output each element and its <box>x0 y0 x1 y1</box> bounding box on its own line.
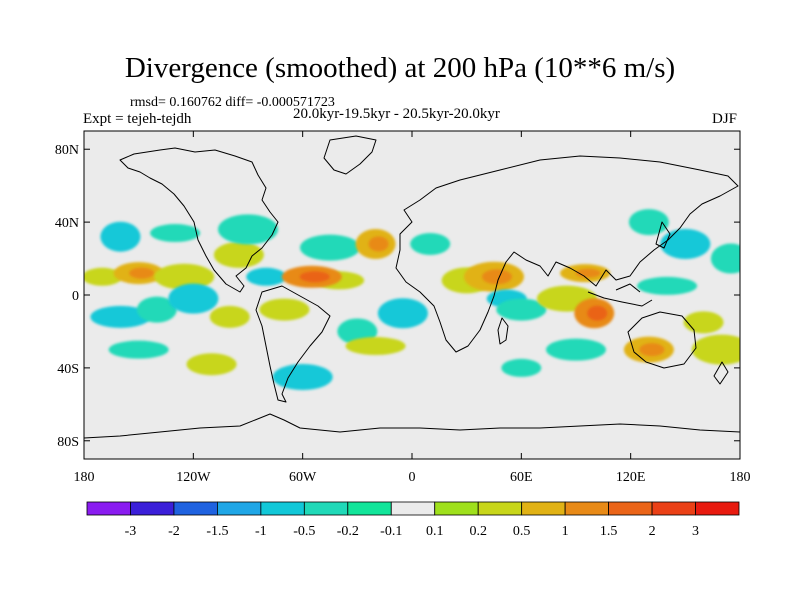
colorbar-swatch <box>608 501 653 516</box>
divergence-region <box>345 337 406 356</box>
coast-eurasia-africa <box>395 155 739 353</box>
colorbar-swatch <box>130 501 175 516</box>
x-tick-label: 60E <box>510 470 533 485</box>
divergence-region <box>637 276 698 295</box>
x-tick-label: 180 <box>74 470 95 485</box>
divergence-region <box>410 232 451 255</box>
divergence-region <box>209 305 250 328</box>
colorbar-swatch <box>303 501 349 516</box>
colorbar-swatch <box>173 501 218 516</box>
divergence-region <box>136 296 177 323</box>
divergence-region <box>691 334 740 365</box>
colorbar-swatch <box>347 501 392 516</box>
colorbar-label: 3 <box>692 524 699 539</box>
divergence-region <box>710 243 740 274</box>
divergence-core <box>482 269 512 285</box>
divergence-core <box>587 305 608 321</box>
divergence-core <box>575 268 601 278</box>
colorbar-label: 1.5 <box>600 524 618 539</box>
coast-new-zealand <box>713 361 729 385</box>
divergence-region <box>186 353 237 376</box>
y-tick-label: 40N <box>55 216 79 231</box>
x-tick-label: 60W <box>289 470 317 485</box>
colorbar-swatch <box>434 501 479 516</box>
colorbar-label: -0.5 <box>293 524 315 539</box>
divergence-core <box>639 343 665 357</box>
y-tick-label: 0 <box>72 289 79 304</box>
divergence-region <box>496 298 547 321</box>
y-tick-label: 80N <box>55 143 79 158</box>
divergence-region <box>218 214 278 245</box>
colorbar-label: -1 <box>255 524 267 539</box>
coast-indonesia <box>587 283 653 307</box>
colorbar: -3 -2 -1.5 -1 -0.5 -0.2 -0.1 0.1 0.2 0.5 1 1.5 2 3 <box>86 501 740 539</box>
divergence-core <box>299 271 330 283</box>
divergence-region <box>213 241 264 268</box>
y-axis-ticks: 80N 40N 0 40S 80S <box>55 143 740 450</box>
colorbar-swatch <box>651 501 696 516</box>
stats-label: rmsd= 0.160762 diff= -0.000571723 <box>130 95 335 110</box>
divergence-region <box>259 298 310 321</box>
coast-greenland <box>323 135 377 175</box>
colorbar-swatch <box>260 501 305 516</box>
divergence-region <box>100 221 141 252</box>
period-label: 20.0kyr-19.5kyr - 20.5kyr-20.0kyr <box>293 106 500 122</box>
plot-title: Divergence (smoothed) at 200 hPa (10**6 … <box>124 52 676 84</box>
coast-antarctica <box>84 413 740 439</box>
x-axis-ticks: 180 120W 60W 0 60E 120E 180 <box>74 131 751 485</box>
colorbar-label: -3 <box>125 524 137 539</box>
colorbar-label: -0.2 <box>337 524 359 539</box>
y-tick-label: 80S <box>57 435 79 450</box>
divergence-region <box>546 338 606 361</box>
divergence-region <box>246 267 287 286</box>
divergence-field <box>84 209 740 390</box>
divergence-region <box>154 263 215 290</box>
colorbar-label: -0.1 <box>380 524 402 539</box>
divergence-core <box>129 267 155 279</box>
divergence-region <box>168 283 219 314</box>
coast-north-america <box>119 147 279 293</box>
divergence-core <box>368 236 389 252</box>
colorbar-label: 0.5 <box>513 524 531 539</box>
x-tick-label: 0 <box>409 470 416 485</box>
divergence-region <box>108 340 169 359</box>
season-label: DJF <box>712 111 738 127</box>
colorbar-label: 0.2 <box>469 524 487 539</box>
colorbar-swatch <box>695 501 740 516</box>
coast-japan <box>655 221 671 249</box>
x-tick-label: 120W <box>176 470 211 485</box>
x-tick-label: 120E <box>616 470 646 485</box>
coast-madagascar <box>497 317 509 345</box>
coastlines <box>84 135 740 439</box>
experiment-label: Expt = tejeh-tejdh <box>83 111 192 127</box>
x-tick-label: 180 <box>730 470 751 485</box>
colorbar-label: 1 <box>562 524 569 539</box>
colorbar-label: 2 <box>649 524 656 539</box>
colorbar-label: -1.5 <box>206 524 228 539</box>
divergence-region <box>272 364 333 390</box>
coast-south-america <box>255 285 331 403</box>
divergence-region <box>150 224 201 243</box>
colorbar-swatch <box>86 501 131 516</box>
colorbar-label: 0.1 <box>426 524 444 539</box>
colorbar-swatch <box>521 501 566 516</box>
divergence-region <box>683 311 724 334</box>
colorbar-swatch <box>216 501 262 516</box>
divergence-region <box>300 234 360 261</box>
colorbar-label: -2 <box>168 524 180 539</box>
divergence-region <box>628 209 669 236</box>
colorbar-swatch <box>390 501 436 516</box>
y-tick-label: 40S <box>57 362 79 377</box>
divergence-region <box>660 228 711 259</box>
divergence-region <box>501 358 542 377</box>
colorbar-swatch <box>564 501 610 516</box>
divergence-region <box>84 267 123 286</box>
coast-australia <box>627 311 697 369</box>
divergence-region <box>377 298 428 329</box>
colorbar-swatch <box>477 501 523 516</box>
divergence-region <box>90 305 151 328</box>
